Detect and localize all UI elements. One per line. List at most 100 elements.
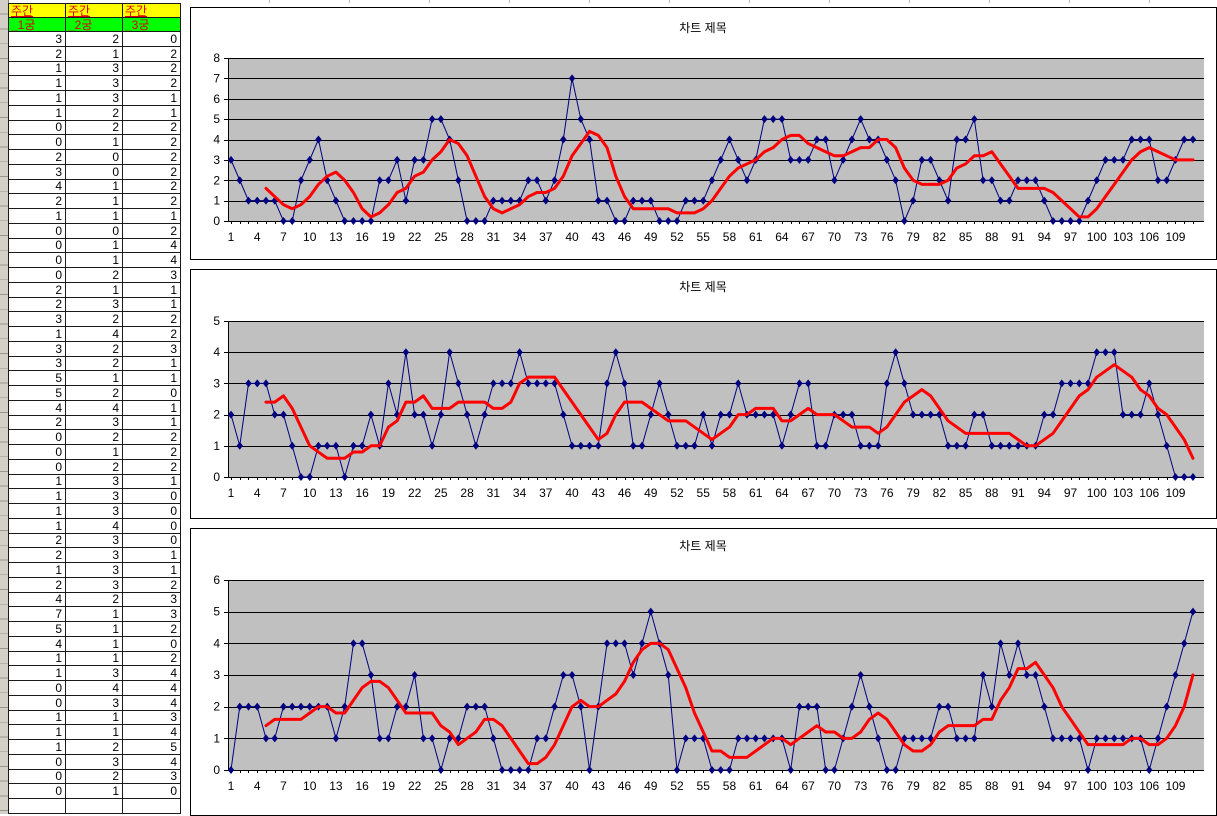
table-cell[interactable]: 2 xyxy=(65,267,123,283)
table-cell[interactable]: 4 xyxy=(8,399,66,416)
table-cell[interactable]: 0 xyxy=(8,444,66,460)
table-cell[interactable]: 1 xyxy=(8,75,66,91)
table-cell[interactable]: 3 xyxy=(122,606,181,622)
table-cell[interactable]: 1 xyxy=(8,90,66,106)
table-cell[interactable]: 2 xyxy=(122,326,181,342)
table-cell[interactable]: 1 xyxy=(122,414,181,431)
table-cell[interactable]: 2 xyxy=(122,429,181,445)
table-cell[interactable]: 1 xyxy=(65,606,123,622)
table-cell[interactable]: 2 xyxy=(8,576,66,593)
table-cell[interactable]: 1 xyxy=(122,281,181,298)
table-cell[interactable]: 4 xyxy=(122,724,181,740)
table-cell[interactable]: 1 xyxy=(65,193,123,209)
table-cell[interactable]: 0 xyxy=(122,385,181,401)
table-cell[interactable]: 2 xyxy=(8,414,66,431)
table-cell[interactable]: 3 xyxy=(122,709,181,726)
table-cell[interactable]: 1 xyxy=(65,709,123,726)
table-cell[interactable]: 2 xyxy=(122,149,181,165)
column-header[interactable]: 주간 xyxy=(122,3,181,18)
table-cell[interactable]: 0 xyxy=(8,783,66,799)
table-cell[interactable]: 3 xyxy=(8,31,66,47)
table-cell[interactable]: 1 xyxy=(8,665,66,681)
table-cell[interactable]: 2 xyxy=(122,193,181,209)
table-cell[interactable]: 0 xyxy=(122,532,181,549)
table-cell[interactable]: 1 xyxy=(122,296,181,313)
table-cell[interactable]: 1 xyxy=(122,208,181,224)
table-cell[interactable]: 3 xyxy=(122,267,181,283)
table-cell[interactable]: 2 xyxy=(65,31,123,47)
table-cell[interactable]: 1 xyxy=(122,104,181,121)
table-cell[interactable]: 4 xyxy=(8,178,66,195)
table-cell[interactable]: 3 xyxy=(65,488,123,504)
table-cell[interactable]: 0 xyxy=(8,119,66,136)
table-cell[interactable]: 3 xyxy=(65,473,123,490)
table-cell[interactable]: 0 xyxy=(8,267,66,283)
table-cell[interactable] xyxy=(8,798,66,814)
table-cell[interactable]: 1 xyxy=(65,621,123,637)
table-cell[interactable]: 3 xyxy=(65,547,123,563)
table-cell[interactable]: 2 xyxy=(65,739,123,755)
table-cell[interactable]: 0 xyxy=(122,517,181,534)
chart-2[interactable]: 0 1 2 3 4 5 1 4 7 10 13 16 19 22 25 28 31 34 37 40 43 46 49 52 5… xyxy=(190,269,1217,519)
table-cell[interactable]: 1 xyxy=(122,370,181,386)
table-cell[interactable]: 2 xyxy=(65,458,123,475)
table-cell[interactable]: 0 xyxy=(8,237,66,254)
table-cell[interactable]: 3 xyxy=(65,503,123,519)
table-cell[interactable]: 3 xyxy=(8,340,66,357)
table-cell[interactable]: 4 xyxy=(122,753,181,770)
column-header[interactable]: _3궁 xyxy=(122,17,181,32)
table-cell[interactable]: 2 xyxy=(122,178,181,195)
table-cell[interactable]: 1 xyxy=(8,739,66,755)
table-cell[interactable]: 5 xyxy=(8,385,66,401)
table-cell[interactable]: 1 xyxy=(8,326,66,342)
table-cell[interactable]: 0 xyxy=(122,783,181,799)
table-cell[interactable]: 1 xyxy=(122,473,181,490)
column-header[interactable]: 주간 xyxy=(65,3,123,18)
table-cell[interactable]: 5 xyxy=(122,739,181,755)
table-cell[interactable]: 3 xyxy=(122,768,181,785)
table-cell[interactable]: 2 xyxy=(65,104,123,121)
table-cell[interactable]: 3 xyxy=(65,75,123,91)
table-cell[interactable]: 1 xyxy=(65,134,123,150)
table-cell[interactable]: 3 xyxy=(65,414,123,431)
table-cell[interactable]: 4 xyxy=(122,252,181,268)
table-cell[interactable]: 2 xyxy=(8,281,66,298)
table-cell[interactable]: 3 xyxy=(65,753,123,770)
table-cell[interactable]: 1 xyxy=(8,488,66,504)
table-cell[interactable]: 4 xyxy=(8,591,66,608)
table-cell[interactable]: 1 xyxy=(65,783,123,799)
table-cell[interactable]: 2 xyxy=(8,532,66,549)
table-cell[interactable]: 2 xyxy=(122,45,181,62)
column-header[interactable]: 주간 xyxy=(8,3,66,18)
table-cell[interactable]: 3 xyxy=(65,60,123,77)
table-cell[interactable]: 1 xyxy=(65,252,123,268)
table-cell[interactable]: 1 xyxy=(65,635,123,652)
table-cell[interactable]: 4 xyxy=(122,694,181,711)
table-cell[interactable]: 7 xyxy=(8,606,66,622)
table-cell[interactable]: 4 xyxy=(65,680,123,696)
table-cell[interactable]: 2 xyxy=(122,650,181,667)
table-cell[interactable]: 1 xyxy=(8,650,66,667)
table-cell[interactable]: 0 xyxy=(65,163,123,180)
table-cell[interactable]: 1 xyxy=(65,208,123,224)
table-cell[interactable]: 1 xyxy=(8,709,66,726)
table-cell[interactable]: 2 xyxy=(122,119,181,136)
table-cell[interactable]: 0 xyxy=(122,488,181,504)
table-cell[interactable]: 4 xyxy=(122,665,181,681)
table-cell[interactable]: 3 xyxy=(65,694,123,711)
table-cell[interactable]: 1 xyxy=(65,45,123,62)
table-cell[interactable]: 4 xyxy=(65,517,123,534)
table-cell[interactable]: 1 xyxy=(122,399,181,416)
table-cell[interactable]: 2 xyxy=(122,576,181,593)
table-cell[interactable]: 0 xyxy=(8,458,66,475)
table-cell[interactable]: 0 xyxy=(8,252,66,268)
table-cell[interactable]: 2 xyxy=(65,340,123,357)
table-cell[interactable]: 1 xyxy=(65,281,123,298)
table-cell[interactable]: 0 xyxy=(8,694,66,711)
chart-3[interactable]: 0 1 2 3 4 5 6 1 4 7 10 13 16 19 22 25 28 31 34 37 40 43 46 49 52… xyxy=(190,528,1217,816)
table-cell[interactable]: 2 xyxy=(65,355,123,372)
table-cell[interactable]: 3 xyxy=(65,532,123,549)
table-cell[interactable]: 1 xyxy=(8,473,66,490)
table-cell[interactable]: 0 xyxy=(122,31,181,47)
column-header[interactable]: _2궁 xyxy=(65,17,123,32)
